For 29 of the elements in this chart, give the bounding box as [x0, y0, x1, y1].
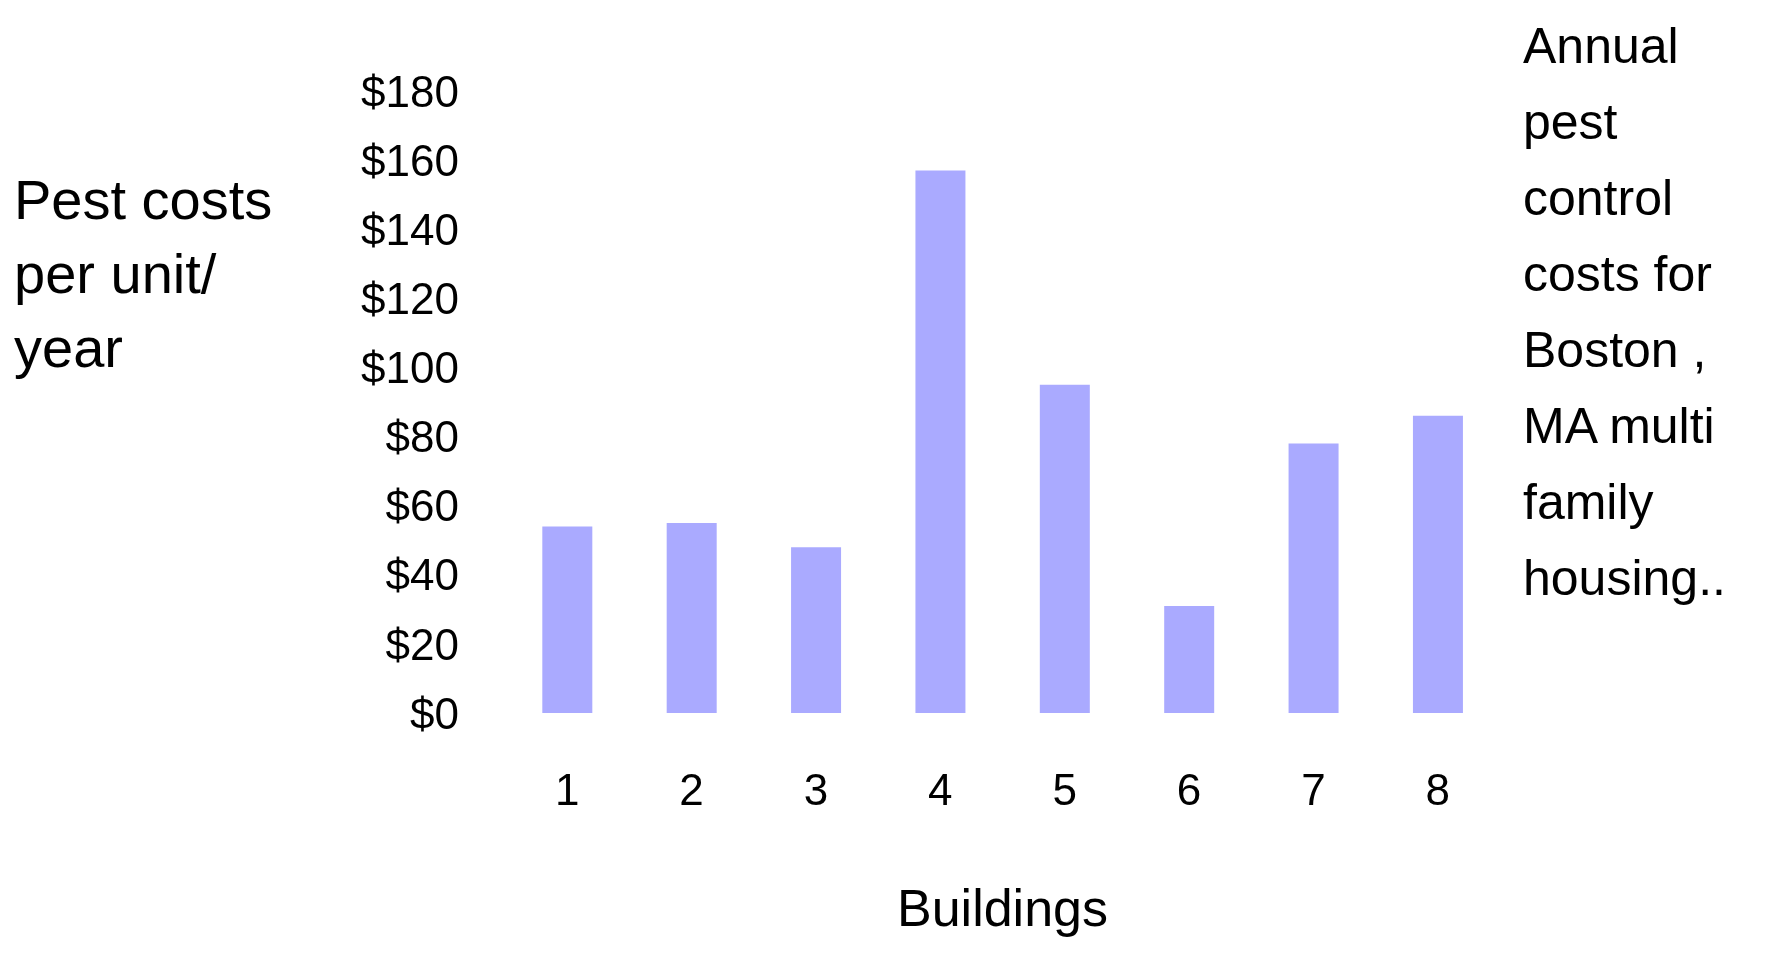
y-tick-label: $180	[361, 66, 459, 116]
bar	[1412, 415, 1463, 713]
y-tick-label: $60	[385, 481, 459, 531]
x-tick-label: 4	[928, 765, 953, 815]
bar	[542, 526, 593, 713]
x-tick-label: 1	[554, 765, 580, 815]
y-axis-title: Pest costs per unit/ year	[14, 167, 274, 381]
y-tick-label: $80	[385, 412, 459, 462]
y-tick-label: $20	[385, 619, 459, 669]
x-tick-label: 3	[803, 765, 829, 815]
y-tick-label: $160	[361, 135, 459, 185]
x-tick-label: 8	[1425, 765, 1451, 815]
x-tick-label: 2	[679, 765, 704, 815]
y-tick-label: $140	[361, 204, 459, 254]
y-tick-label: $100	[361, 343, 459, 393]
y-tick-label: $40	[385, 550, 459, 600]
bar	[791, 547, 842, 713]
y-tick-label: $0	[410, 688, 459, 738]
bar	[1164, 605, 1215, 713]
x-tick-label: 6	[1176, 765, 1202, 815]
text: Annual pest control costs for Boston , MA multi family housing..	[1523, 17, 1727, 608]
bar	[1288, 443, 1339, 713]
bar	[915, 170, 966, 713]
bar	[666, 522, 717, 713]
y-tick-label: $120	[361, 273, 459, 323]
bar	[1039, 384, 1090, 713]
x-tick-label: 7	[1301, 765, 1326, 815]
x-axis-title: Buildings	[896, 879, 1109, 937]
x-tick-label: 5	[1052, 765, 1077, 815]
